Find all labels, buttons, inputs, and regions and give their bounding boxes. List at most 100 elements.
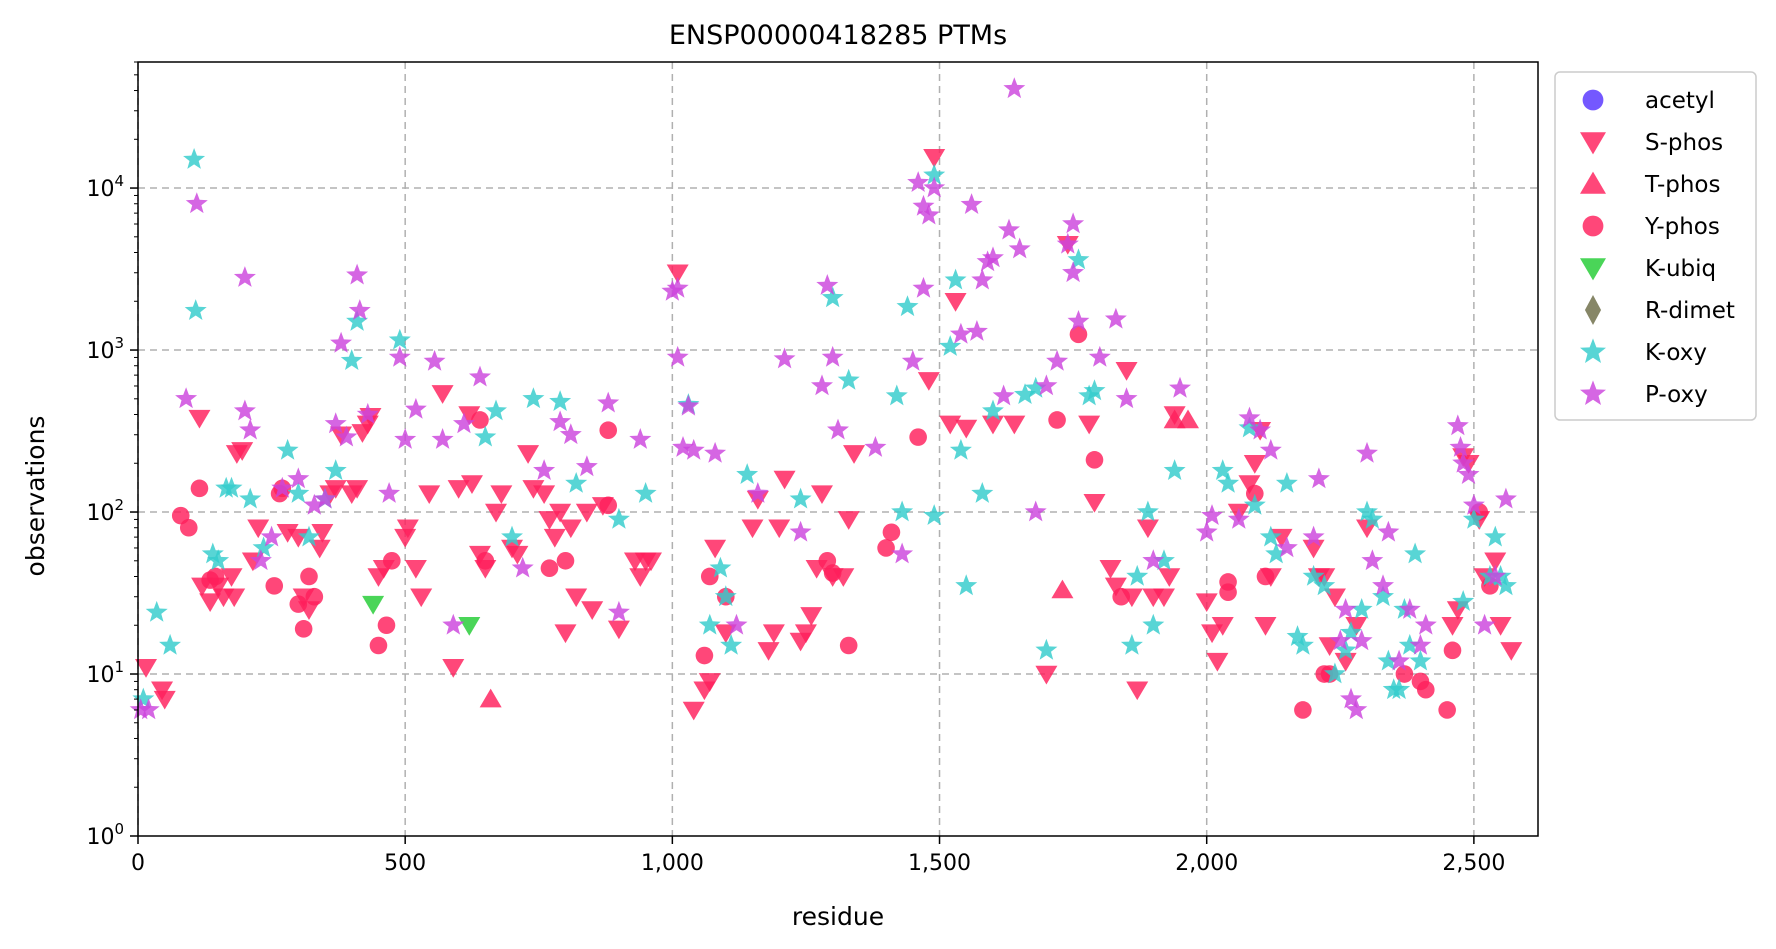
point-k-oxy xyxy=(298,525,320,547)
point-k-oxy xyxy=(239,487,262,509)
point-t-phos xyxy=(479,688,502,708)
point-s-phos xyxy=(311,524,334,543)
point-p-oxy xyxy=(388,345,411,367)
legend-marker-t-phos xyxy=(1580,171,1606,194)
y-tick-label: 104 xyxy=(86,172,124,202)
point-s-phos xyxy=(629,568,652,587)
point-p-oxy xyxy=(314,487,336,509)
point-p-oxy xyxy=(559,423,582,445)
point-p-oxy xyxy=(303,493,326,515)
point-p-oxy xyxy=(917,203,940,225)
point-p-oxy xyxy=(1249,418,1272,440)
point-p-oxy xyxy=(1201,504,1223,525)
point-s-phos xyxy=(1206,652,1229,672)
point-p-oxy xyxy=(811,374,833,396)
legend-box xyxy=(1554,71,1757,421)
point-p-oxy xyxy=(239,418,262,440)
point-k-oxy xyxy=(474,425,497,447)
legend-label-s-phos: S-phos xyxy=(1645,130,1723,156)
point-p-oxy xyxy=(1350,629,1373,651)
point-p-oxy xyxy=(1356,441,1378,463)
point-k-oxy xyxy=(346,310,369,331)
point-y-phos xyxy=(1416,680,1435,699)
point-s-phos xyxy=(944,293,967,312)
point-p-oxy xyxy=(789,520,812,542)
point-p-oxy xyxy=(1024,500,1047,522)
point-p-oxy xyxy=(1169,376,1191,398)
point-s-phos xyxy=(324,480,347,499)
point-p-oxy xyxy=(1142,549,1165,571)
point-y-phos xyxy=(695,646,714,665)
point-k-oxy xyxy=(1404,542,1427,564)
point-s-phos xyxy=(522,480,545,499)
point-k-oxy xyxy=(1495,574,1517,596)
point-s-phos xyxy=(554,624,577,644)
point-p-oxy xyxy=(704,441,727,463)
point-s-phos xyxy=(418,485,441,505)
point-k-oxy xyxy=(1211,459,1234,480)
point-k-oxy xyxy=(714,585,737,607)
point-p-oxy xyxy=(1008,237,1031,259)
point-p-oxy xyxy=(607,600,630,622)
y-axis-label: observations xyxy=(21,416,50,577)
legend-marker-s-phos xyxy=(1580,132,1606,155)
point-p-oxy xyxy=(249,549,272,571)
point-s-phos xyxy=(447,480,470,499)
point-k-oxy xyxy=(1286,625,1309,646)
point-k-oxy xyxy=(287,482,310,503)
point-p-oxy xyxy=(378,482,401,503)
point-s-phos xyxy=(1104,577,1127,597)
point-p-oxy xyxy=(923,176,946,198)
point-p-oxy xyxy=(129,698,152,720)
point-y-phos xyxy=(206,567,225,586)
point-p-oxy xyxy=(1056,232,1079,254)
point-s-phos xyxy=(506,545,529,565)
point-p-oxy xyxy=(816,274,839,295)
x-tick-label: 2,000 xyxy=(1175,851,1238,876)
point-k-oxy xyxy=(1238,416,1261,438)
point-p-oxy xyxy=(533,459,556,480)
point-k-oxy xyxy=(1452,590,1475,611)
point-k-oxy xyxy=(1484,525,1507,547)
point-p-oxy xyxy=(335,425,358,447)
point-k-ubiq xyxy=(458,616,481,636)
point-k-oxy xyxy=(885,384,908,406)
point-s-phos xyxy=(1500,642,1523,661)
point-p-oxy xyxy=(949,322,972,344)
legend-label-t-phos: T-phos xyxy=(1644,172,1720,198)
point-s-phos xyxy=(1441,616,1464,636)
point-p-oxy xyxy=(442,613,465,635)
legend-label-k-oxy: K-oxy xyxy=(1645,340,1707,366)
point-k-oxy xyxy=(720,633,743,655)
point-k-oxy xyxy=(891,500,914,522)
point-p-oxy xyxy=(1334,598,1357,619)
x-tick-label: 1,000 xyxy=(641,851,704,876)
point-p-oxy xyxy=(1449,436,1472,457)
point-y-phos xyxy=(1395,665,1414,683)
point-k-oxy xyxy=(501,525,523,547)
point-s-phos xyxy=(682,701,705,721)
chart-title: ENSP00000418285 PTMs xyxy=(669,20,1007,51)
point-s-phos xyxy=(794,624,817,644)
point-s-phos xyxy=(837,511,860,530)
point-y-phos xyxy=(1443,641,1462,660)
point-p-oxy xyxy=(912,276,935,298)
point-s-phos xyxy=(1099,559,1122,579)
point-p-oxy xyxy=(976,250,999,272)
point-p-oxy xyxy=(511,556,534,578)
point-y-phos xyxy=(179,518,198,537)
point-p-oxy xyxy=(575,455,598,477)
point-s-phos xyxy=(741,519,764,539)
legend-marker-k-ubiq xyxy=(1580,258,1606,281)
point-k-oxy xyxy=(949,438,972,460)
point-s-phos xyxy=(490,485,513,505)
point-p-oxy xyxy=(233,266,256,287)
point-k-oxy xyxy=(1217,472,1240,493)
legend-label-r-dimet: R-dimet xyxy=(1645,298,1735,324)
point-p-oxy xyxy=(907,171,930,192)
point-k-oxy xyxy=(1259,525,1282,547)
point-p-oxy xyxy=(287,467,310,489)
point-s-phos xyxy=(153,690,176,710)
grid xyxy=(137,62,1538,836)
